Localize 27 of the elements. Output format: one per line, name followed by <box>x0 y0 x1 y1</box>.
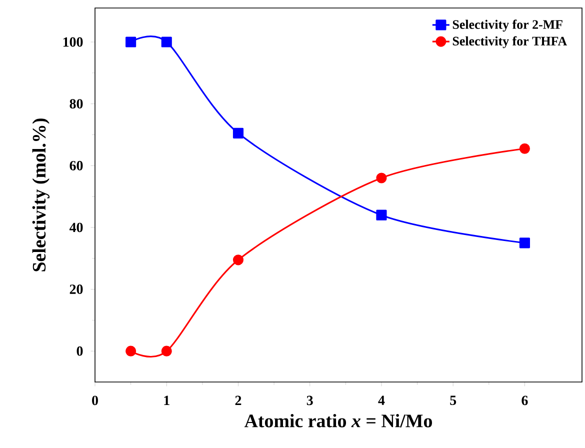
point <box>126 346 136 356</box>
point <box>519 238 530 248</box>
x-tick-label: 6 <box>522 396 528 406</box>
legend-label: Selectivity for THFA <box>452 36 568 48</box>
y-axis-title: Selectivity (mol.%) <box>32 118 50 272</box>
x-tick-label: 5 <box>450 396 456 406</box>
point <box>376 172 387 184</box>
y-tick-label: 80 <box>70 99 83 109</box>
point <box>232 254 244 266</box>
x-tick-label: 3 <box>306 396 313 406</box>
x-tick-label: 4 <box>378 396 385 405</box>
y-tick-label: 100 <box>63 37 83 47</box>
x-axis-title: Atomic ratio x = Ni/Mo <box>244 414 432 428</box>
x-tick-label: 0 <box>92 396 98 406</box>
point <box>161 346 172 356</box>
y-tick-label: 60 <box>70 160 83 170</box>
x-tick-label: 2 <box>235 396 242 405</box>
y-tick-label: 20 <box>70 284 83 294</box>
point <box>376 210 387 220</box>
x-tick-label: 1 <box>164 396 170 405</box>
point <box>519 143 530 154</box>
y-tick-label: 0 <box>76 346 83 356</box>
point <box>161 36 172 48</box>
point <box>232 128 244 138</box>
legend-label: Selectivity for 2-MF <box>452 20 562 32</box>
point <box>126 36 136 48</box>
y-tick-label: 40 <box>69 222 83 232</box>
